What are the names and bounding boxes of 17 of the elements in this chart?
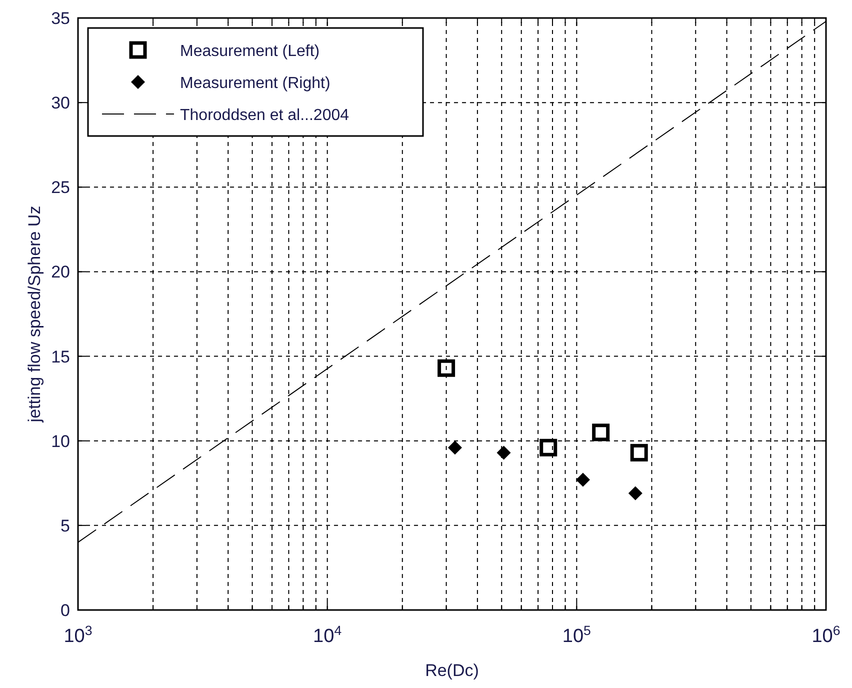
x-tick-label: 10$^{5}$	[562, 622, 591, 647]
y-tick-label: 35	[51, 9, 70, 28]
y-tick-label: 20	[51, 262, 70, 282]
y-tick-label: 10	[51, 432, 70, 451]
x-tick-label: 10$^{6}$	[812, 622, 840, 647]
legend-label: Thoroddsen et al...2004	[180, 107, 350, 124]
y-tick-label: 25	[51, 178, 70, 198]
y-tick-label: 5	[60, 516, 70, 536]
y-tick-label: 15	[51, 347, 70, 366]
y-tick-label: 0	[60, 601, 70, 620]
legend-label: Measurement (Left)	[180, 43, 320, 60]
y-axis-title: jetting flow speed/Sphere Uz	[25, 206, 44, 424]
legend-label: Measurement (Right)	[180, 75, 330, 92]
x-tick-label: 10$^{3}$	[64, 622, 92, 647]
y-tick-label: 30	[51, 94, 70, 113]
x-axis-title: Re(Dc)	[425, 661, 479, 680]
x-tick-label: 10$^{4}$	[313, 622, 342, 647]
